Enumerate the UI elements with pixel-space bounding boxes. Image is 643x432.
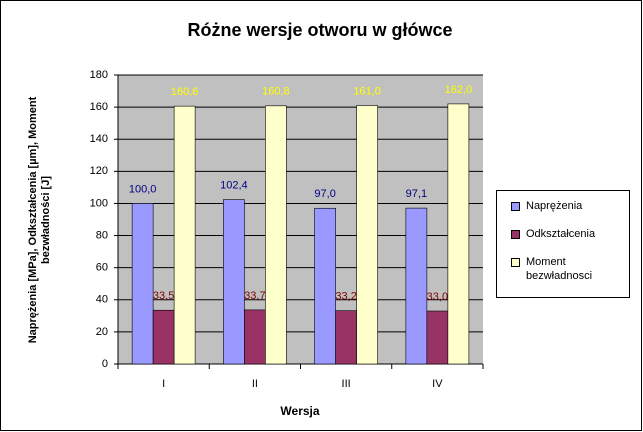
x-tick-label: IV bbox=[432, 378, 443, 390]
data-label: 33,7 bbox=[244, 290, 265, 302]
y-tick-label: 20 bbox=[96, 326, 108, 338]
legend-item: Moment bezwładnosci bbox=[503, 255, 623, 283]
y-axis-label: Naprężenia [MPa], Odkształcenia [µm], Mo… bbox=[27, 96, 52, 344]
y-tick-label: 80 bbox=[96, 229, 108, 241]
legend-swatch bbox=[511, 258, 520, 267]
legend-label: Moment bezwładnosci bbox=[526, 256, 593, 282]
data-label: 33,5 bbox=[153, 290, 174, 302]
legend-label: Naprężenia bbox=[526, 200, 583, 212]
data-label: 160,6 bbox=[171, 86, 199, 98]
legend-item: Naprężenia bbox=[503, 199, 623, 213]
y-tick-label: 140 bbox=[90, 133, 108, 145]
data-label: 97,1 bbox=[406, 188, 427, 200]
legend-swatch bbox=[511, 202, 520, 211]
data-label: 160,8 bbox=[262, 86, 290, 98]
data-label: 102,4 bbox=[220, 179, 248, 191]
legend-label: Odkształcenia bbox=[526, 228, 596, 240]
chart-title: Różne wersje otworu w główce bbox=[187, 20, 452, 40]
bar bbox=[356, 105, 378, 365]
bar bbox=[265, 105, 287, 365]
bar bbox=[131, 203, 154, 365]
y-tick-label: 0 bbox=[102, 358, 108, 370]
legend-item: Odkształcenia bbox=[503, 227, 623, 241]
data-label: 162,0 bbox=[445, 84, 473, 96]
data-label: 33,0 bbox=[427, 291, 448, 303]
legend-swatch bbox=[511, 230, 520, 239]
y-tick-label: 60 bbox=[96, 262, 108, 274]
y-tick-label: 40 bbox=[96, 294, 108, 306]
data-label: 161,0 bbox=[353, 85, 381, 97]
data-label: 33,2 bbox=[335, 291, 356, 303]
bar bbox=[405, 207, 428, 365]
data-label: 97,0 bbox=[314, 188, 335, 200]
bar bbox=[173, 105, 196, 365]
y-tick-label: 160 bbox=[90, 101, 108, 113]
bar bbox=[426, 310, 449, 365]
x-tick-label: II bbox=[252, 378, 258, 390]
y-tick-label: 180 bbox=[90, 69, 108, 81]
bar bbox=[314, 207, 336, 365]
x-axis-label: Wersja bbox=[280, 404, 319, 418]
bar bbox=[447, 103, 470, 365]
legend: Naprężenia Odkształcenia Moment bezwładnos… bbox=[496, 190, 630, 298]
bar bbox=[152, 309, 175, 365]
bar bbox=[223, 199, 245, 365]
bar bbox=[244, 309, 266, 365]
y-tick-label: 120 bbox=[90, 165, 108, 177]
x-tick-label: III bbox=[342, 378, 351, 390]
y-tick-label: 100 bbox=[90, 197, 108, 209]
x-tick-label: I bbox=[162, 378, 165, 390]
bar bbox=[335, 310, 357, 365]
data-label: 100,0 bbox=[129, 183, 157, 195]
